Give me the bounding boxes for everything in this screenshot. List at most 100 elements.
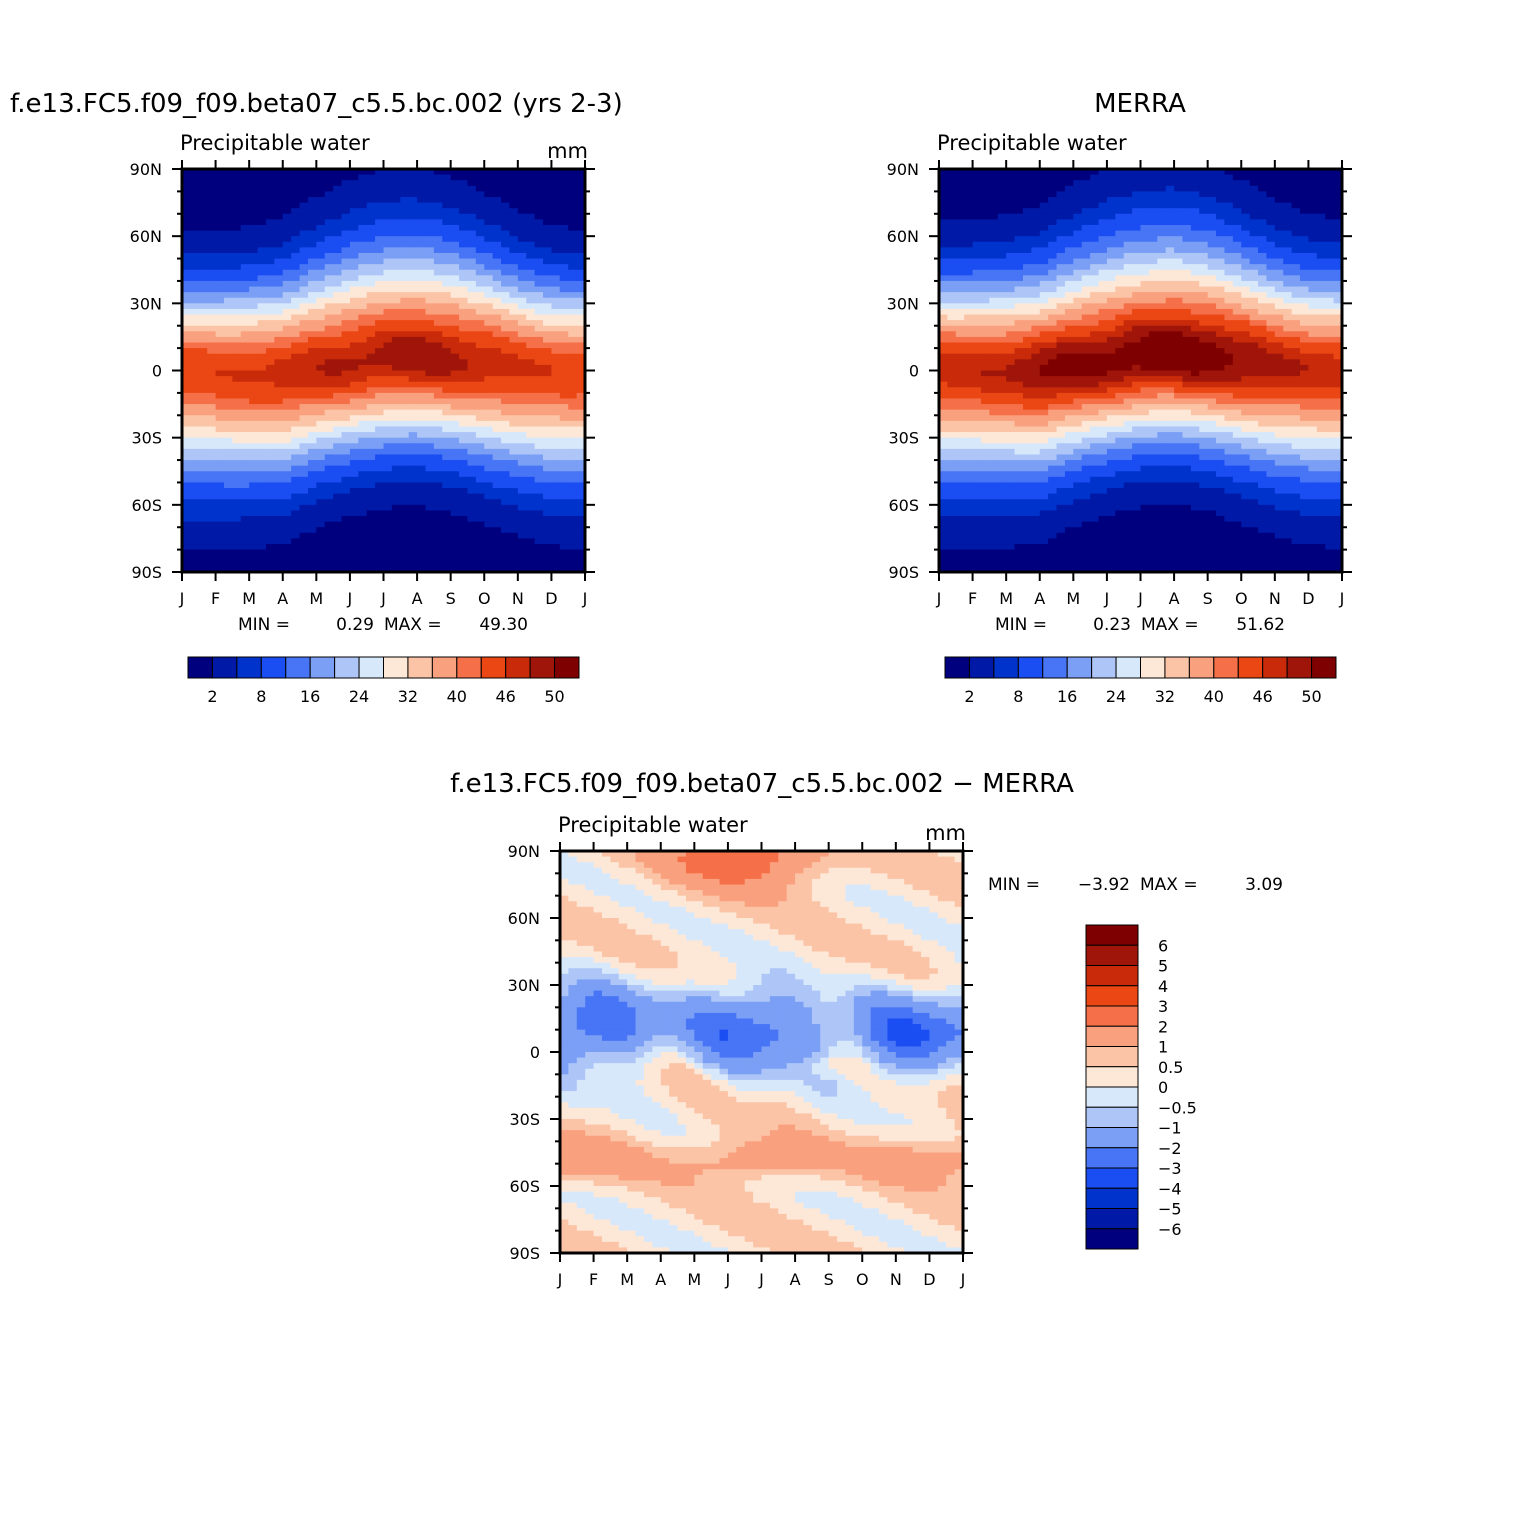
heatmap-cell (1098, 191, 1108, 198)
heatmap-cell (240, 560, 250, 568)
heatmap-cell (291, 471, 301, 478)
heatmap-cell (1132, 213, 1142, 220)
heatmap-cell (526, 527, 536, 534)
heatmap-cell (551, 286, 561, 293)
heatmap-cell (1216, 264, 1226, 271)
heatmap-cell (467, 521, 477, 528)
colorbar-box (260, 656, 287, 679)
panel-obs-left-label: Precipitable water (937, 131, 1127, 155)
heatmap-cell (501, 476, 511, 484)
heatmap-cell (391, 560, 401, 568)
heatmap-cell (391, 297, 401, 304)
heatmap-cell (534, 555, 544, 562)
heatmap-cell (526, 275, 536, 282)
heatmap-cell (433, 532, 443, 540)
heatmap-cell (433, 549, 443, 556)
heatmap-cell (182, 348, 191, 355)
heatmap-cell (274, 499, 284, 506)
heatmap-cell (576, 544, 586, 551)
heatmap-cell (1056, 230, 1066, 237)
heatmap-cell (492, 264, 502, 271)
heatmap-cell (509, 538, 519, 545)
heatmap-cell (501, 443, 511, 450)
heatmap-cell (1031, 174, 1041, 181)
heatmap-cell (1325, 308, 1335, 316)
heatmap-cell (526, 493, 536, 500)
heatmap-cell (559, 275, 569, 282)
heatmap-cell (1123, 286, 1133, 293)
heatmap-cell (1207, 292, 1217, 299)
heatmap-cell (366, 191, 376, 198)
heatmap-cell (333, 348, 343, 355)
heatmap-cell (383, 521, 393, 528)
heatmap-cell (475, 325, 485, 332)
heatmap-cell (291, 493, 301, 500)
heatmap-cell (400, 213, 410, 220)
heatmap-cell (375, 196, 385, 204)
heatmap-cell (375, 308, 385, 316)
heatmap-cell (1291, 236, 1301, 243)
heatmap-cell (1073, 202, 1083, 209)
panel-model: f.e13.FC5.f09_f09.beta07_c5.5.bc.002 (yr… (10, 89, 623, 706)
heatmap-cell (265, 460, 275, 467)
heatmap-cell (1098, 258, 1108, 265)
heatmap-cell (182, 549, 191, 556)
heatmap-cell (543, 460, 553, 467)
heatmap-cell (408, 264, 418, 271)
heatmap-cell (282, 465, 292, 472)
heatmap-cell (257, 269, 267, 276)
heatmap-cell (989, 247, 999, 254)
heatmap-cell (265, 370, 275, 377)
heatmap-cell (501, 219, 511, 226)
heatmap-cell (265, 420, 275, 428)
heatmap-cell (265, 549, 275, 556)
heatmap-cell (417, 381, 427, 388)
heatmap-cell (551, 196, 561, 204)
heatmap-cell (568, 219, 578, 226)
heatmap-cell (526, 566, 536, 573)
heatmap-cell (450, 560, 460, 568)
heatmap-cell (291, 320, 301, 327)
heatmap-cell (232, 269, 242, 276)
heatmap-cell (1241, 191, 1251, 198)
heatmap-cell (240, 376, 250, 383)
heatmap-cell (534, 381, 544, 388)
heatmap-cell (257, 353, 267, 360)
heatmap-cell (1325, 241, 1335, 248)
heatmap-cell (1283, 236, 1293, 243)
heatmap-cell (1132, 191, 1142, 198)
heatmap-cell (568, 331, 578, 338)
heatmap-cell (240, 208, 250, 215)
heatmap-cell (299, 432, 309, 439)
heatmap-cell (1216, 185, 1226, 192)
heatmap-cell (307, 426, 317, 433)
heatmap-cell (291, 420, 301, 428)
heatmap-cell (1216, 196, 1226, 204)
heatmap-cell (282, 555, 292, 562)
heatmap-cell (1006, 241, 1016, 248)
heatmap-cell (442, 516, 452, 523)
heatmap-cell (282, 314, 292, 321)
heatmap-cell (568, 448, 578, 456)
heatmap-cell (1333, 297, 1343, 304)
heatmap-cell (517, 359, 527, 366)
heatmap-cell (526, 387, 536, 394)
heatmap-cell (257, 169, 267, 176)
heatmap-cell (249, 280, 259, 288)
heatmap-cell (475, 448, 485, 456)
heatmap-cell (1190, 169, 1200, 176)
heatmap-cell (534, 348, 544, 355)
heatmap-cell (425, 544, 435, 551)
heatmap-cell (223, 392, 233, 400)
heatmap-cell (341, 169, 351, 176)
heatmap-cell (1308, 185, 1318, 192)
heatmap-cell (939, 314, 948, 321)
heatmap-cell (1048, 224, 1058, 232)
heatmap-cell (274, 510, 284, 517)
heatmap-cell (1140, 224, 1150, 232)
heatmap-cell (182, 465, 191, 472)
heatmap-cell (358, 398, 368, 405)
heatmap-cell (282, 275, 292, 282)
heatmap-cell (1300, 224, 1310, 232)
heatmap-cell (190, 180, 200, 187)
